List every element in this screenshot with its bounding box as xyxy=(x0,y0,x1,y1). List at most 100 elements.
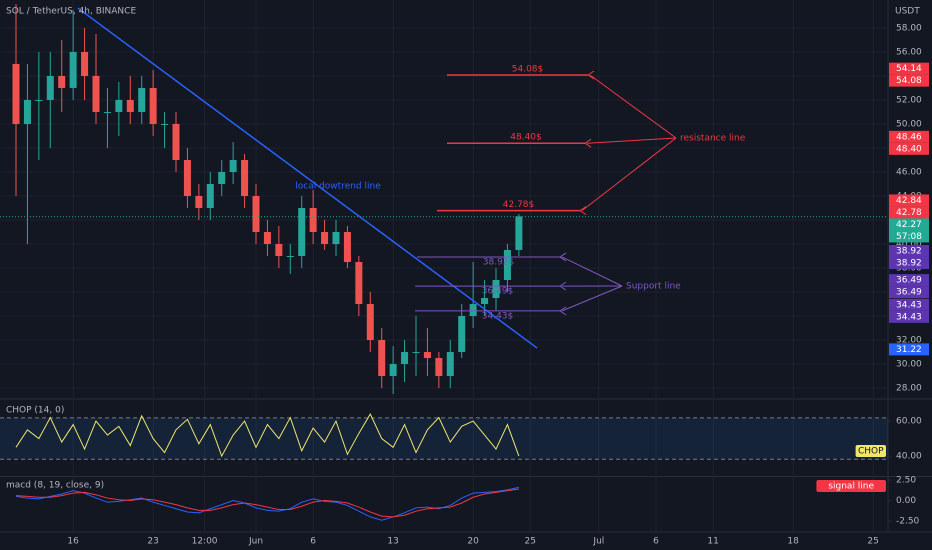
x-tick-label: 12:00 xyxy=(192,537,218,547)
candle-body xyxy=(458,316,466,353)
y-tick-label: -2.50 xyxy=(896,517,920,527)
price-tag-label: 54.14 xyxy=(896,64,922,74)
price-tag-label: 34.43 xyxy=(896,300,922,310)
price-tag-label: 36.49 xyxy=(896,288,922,298)
candle-body xyxy=(103,111,111,113)
support-level-label: 36.49$ xyxy=(482,287,514,297)
x-tick-label: 6 xyxy=(653,537,659,547)
candle-body xyxy=(23,99,31,124)
candle-body xyxy=(183,159,191,196)
price-tag xyxy=(889,142,929,155)
candle-body xyxy=(401,352,409,365)
current-price-tag xyxy=(889,218,929,243)
candle-body xyxy=(69,51,77,88)
pointer-line xyxy=(586,137,677,144)
candle-body xyxy=(252,195,260,233)
x-tick-label: 20 xyxy=(467,537,479,547)
candle-body xyxy=(172,123,180,160)
current-price-label: 42.27 xyxy=(896,220,922,230)
y-tick-label: 50.00 xyxy=(896,119,922,129)
candle-body xyxy=(58,75,66,88)
y-tick-label: 60.00 xyxy=(896,417,922,427)
pointer-line xyxy=(581,137,677,212)
price-tag xyxy=(889,62,929,75)
price-tag-label: 38.92 xyxy=(896,258,922,268)
resistance-level-label: 42.78$ xyxy=(503,200,535,210)
candle-body xyxy=(378,340,386,377)
price-tag xyxy=(889,206,929,219)
y-tick-label: 2.50 xyxy=(896,476,916,486)
pointer-line xyxy=(561,285,623,312)
x-tick-label: 11 xyxy=(707,537,718,547)
panel-title: macd (8, 19, close, 9) xyxy=(6,481,104,491)
resistance-level-label: 54.08$ xyxy=(512,65,544,75)
trendline xyxy=(77,7,538,349)
price-tag xyxy=(889,194,929,207)
trendline-label: local dowtrend line xyxy=(295,182,381,192)
price-tag xyxy=(889,244,929,257)
y-tick-label: 28.00 xyxy=(896,384,922,394)
panel-title: CHOP (14, 0) xyxy=(6,406,64,416)
candle-body xyxy=(218,171,226,184)
x-tick-label: 25 xyxy=(867,537,878,547)
x-tick-label: 18 xyxy=(787,537,799,547)
x-tick-label: 6 xyxy=(310,537,316,547)
candle-body xyxy=(332,232,340,245)
price-tag xyxy=(889,286,929,299)
candle-body xyxy=(503,250,511,281)
arrow-head xyxy=(559,306,567,316)
candle-body xyxy=(492,280,500,299)
y-tick-label: 52.00 xyxy=(896,95,922,105)
x-tick-label: Jun xyxy=(248,537,263,547)
candle-body xyxy=(229,159,237,172)
legend-box xyxy=(816,480,886,492)
candle-body xyxy=(286,256,294,258)
price-tag-label: 42.78 xyxy=(896,208,922,218)
symbol-title: SOL / TetherUS, 4h, BINANCE xyxy=(6,7,136,17)
candle-body xyxy=(321,232,329,245)
y-tick-label: 40.00 xyxy=(896,240,922,250)
resistance-level-label: 48.40$ xyxy=(510,133,542,143)
indicator-line xyxy=(15,488,519,518)
candle-body xyxy=(115,99,123,112)
candle-body xyxy=(35,99,43,101)
candle-body xyxy=(423,352,431,359)
candle-body xyxy=(149,87,157,124)
x-tick-label: Jul xyxy=(592,537,604,547)
arrow-head xyxy=(584,138,592,148)
candle-body xyxy=(241,159,249,196)
price-tag-label: 48.40 xyxy=(896,144,922,154)
candle-body xyxy=(469,304,477,317)
y-tick-label: 32.00 xyxy=(896,336,922,346)
price-tag-label: 54.08 xyxy=(896,76,922,86)
y-tick-label: 0.00 xyxy=(896,496,916,506)
candle-body xyxy=(263,232,271,245)
price-tag-label: 48.46 xyxy=(896,132,922,142)
arrow-head xyxy=(559,252,567,262)
price-tag-label: 34.43 xyxy=(896,312,922,322)
price-tag xyxy=(889,256,929,269)
x-tick-label: 13 xyxy=(387,537,398,547)
support-level-label: 38.92$ xyxy=(483,257,515,267)
y-tick-label: 46.00 xyxy=(896,167,922,177)
price-tag-label: 36.49 xyxy=(896,276,922,286)
candle-body xyxy=(343,232,351,263)
price-tag xyxy=(889,274,929,287)
band-fill xyxy=(0,417,888,460)
candle-body xyxy=(389,364,397,377)
price-tag xyxy=(889,343,929,356)
candle-body xyxy=(46,75,54,100)
candle-body xyxy=(12,63,20,124)
legend-label: CHOP xyxy=(858,447,884,457)
arrow-head xyxy=(579,206,587,216)
indicator-line xyxy=(15,413,520,458)
candle-body xyxy=(366,304,374,341)
candle-body xyxy=(195,195,203,209)
candle-body xyxy=(92,75,100,112)
candle-body xyxy=(138,87,146,112)
candle-body xyxy=(481,298,489,305)
legend-box xyxy=(855,445,886,457)
candle-body xyxy=(515,216,523,251)
